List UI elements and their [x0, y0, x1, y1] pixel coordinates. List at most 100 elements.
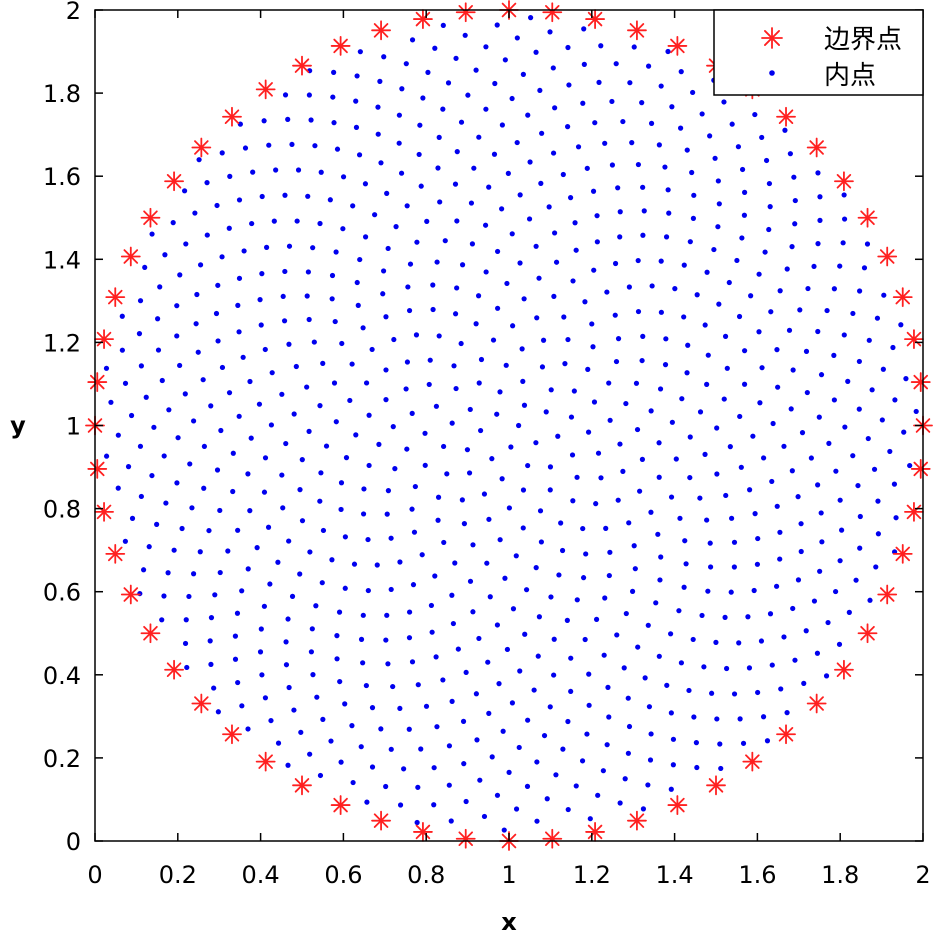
- interior-point: [792, 657, 798, 663]
- interior-point: [161, 593, 167, 599]
- interior-point: [154, 521, 160, 527]
- boundary-point: [910, 372, 931, 392]
- plot-frame: [94, 9, 924, 842]
- interior-point: [349, 723, 355, 729]
- interior-point: [234, 610, 241, 616]
- interior-point: [311, 339, 317, 345]
- interior-point: [857, 545, 863, 551]
- interior-point: [415, 682, 421, 688]
- interior-point: [814, 650, 821, 656]
- interior-point: [582, 299, 588, 305]
- interior-point: [254, 545, 260, 551]
- interior-point: [437, 199, 443, 205]
- interior-point: [435, 165, 441, 171]
- boundary-point: [904, 329, 924, 350]
- interior-point: [195, 349, 201, 355]
- interior-point: [718, 765, 724, 772]
- interior-point: [791, 174, 797, 180]
- interior-point: [561, 314, 567, 320]
- interior-point: [494, 622, 501, 628]
- interior-point: [647, 757, 654, 763]
- interior-point: [432, 573, 438, 579]
- interior-point: [815, 482, 821, 488]
- interior-point: [642, 675, 648, 681]
- interior-point: [715, 224, 721, 230]
- interior-point: [414, 819, 420, 826]
- interior-point: [533, 440, 539, 446]
- interior-point: [182, 640, 189, 647]
- interior-point: [752, 511, 758, 517]
- boundary-point: [877, 584, 898, 605]
- interior-point: [657, 577, 663, 583]
- interior-point: [535, 653, 541, 659]
- interior-point: [726, 279, 732, 286]
- interior-point: [499, 476, 505, 482]
- interior-point: [245, 726, 251, 732]
- interior-point: [539, 130, 545, 136]
- interior-point: [212, 592, 218, 598]
- interior-point: [668, 631, 674, 637]
- interior-point: [513, 806, 520, 812]
- interior-point: [614, 632, 620, 638]
- interior-point: [449, 420, 455, 426]
- interior-point: [756, 329, 762, 335]
- interior-point: [913, 408, 919, 415]
- interior-point: [426, 381, 432, 388]
- interior-point: [645, 63, 652, 69]
- legend-box: [713, 9, 924, 96]
- interior-point: [691, 192, 697, 198]
- boundary-point: [857, 623, 878, 644]
- interior-point: [360, 612, 366, 618]
- interior-point: [601, 652, 607, 658]
- interior-point: [584, 165, 590, 171]
- interior-point: [622, 776, 628, 782]
- interior-point: [271, 218, 277, 224]
- boundary-point: [910, 459, 931, 479]
- x-tick-label: 1: [501, 861, 516, 889]
- interior-point: [404, 203, 410, 209]
- interior-point: [293, 363, 299, 370]
- interior-point: [818, 510, 824, 516]
- interior-point: [540, 337, 547, 343]
- interior-point: [489, 754, 495, 760]
- interior-point: [383, 367, 389, 373]
- interior-point: [435, 494, 442, 500]
- interior-point: [266, 142, 272, 148]
- interior-point: [742, 189, 748, 195]
- interior-point: [568, 414, 575, 420]
- interior-point: [350, 779, 356, 786]
- interior-point: [856, 358, 862, 365]
- interior-point: [766, 226, 772, 233]
- interior-point: [499, 122, 505, 128]
- interior-point: [850, 453, 856, 459]
- interior-point: [604, 742, 610, 748]
- interior-point: [283, 662, 290, 668]
- interior-point: [259, 193, 265, 200]
- interior-point: [459, 262, 466, 268]
- interior-point: [330, 94, 336, 100]
- interior-point: [334, 633, 340, 639]
- interior-point: [459, 497, 465, 503]
- interior-point: [705, 588, 711, 594]
- interior-point: [723, 492, 729, 499]
- interior-point: [503, 362, 509, 368]
- interior-point: [662, 164, 668, 170]
- interior-point: [211, 685, 217, 691]
- interior-point: [670, 762, 676, 768]
- interior-point: [492, 80, 498, 87]
- interior-point: [115, 432, 121, 438]
- interior-point: [552, 230, 558, 236]
- interior-point: [317, 498, 323, 504]
- interior-point: [866, 337, 872, 343]
- interior-point: [522, 631, 528, 637]
- interior-point: [375, 104, 381, 110]
- interior-point: [262, 455, 269, 461]
- y-tick-label: 0.2: [43, 745, 81, 773]
- interior-point: [230, 488, 236, 495]
- interior-point: [412, 483, 418, 490]
- interior-point: [165, 570, 171, 576]
- interior-point: [533, 243, 539, 249]
- interior-point: [208, 403, 214, 409]
- interior-point: [875, 498, 881, 504]
- boundary-point: [87, 459, 108, 479]
